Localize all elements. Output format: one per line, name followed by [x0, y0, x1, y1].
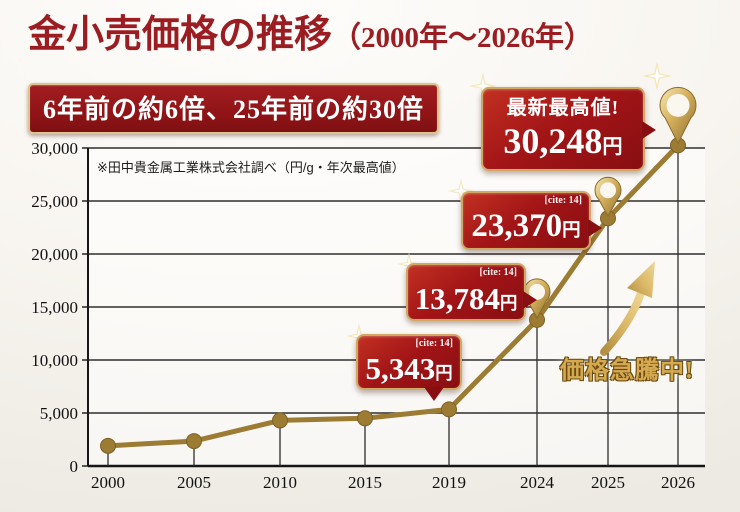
data-point-2005 [186, 433, 202, 450]
yen-unit: 円 [435, 364, 453, 383]
data-point-2010 [272, 412, 288, 429]
yen-unit: 円 [499, 294, 518, 313]
x-axis-label-2000: 2000 [91, 473, 125, 492]
page-title: 金小売価格の推移（2000年～2026年） [28, 12, 593, 60]
x-axis-label-2024: 2024 [520, 473, 555, 492]
x-axis-label-2019: 2019 [432, 473, 466, 492]
data-point-2000 [100, 437, 116, 454]
record-high-label: 最新最高値! [506, 97, 620, 119]
y-axis-label: 25,000 [31, 192, 78, 211]
y-axis-label: 0 [70, 457, 79, 476]
price-value-2024: 13,784円 [408, 283, 524, 314]
cite-tag: [cite: 14] [415, 338, 453, 349]
yen-unit: 円 [562, 220, 581, 240]
y-axis-label: 15,000 [31, 298, 78, 317]
x-axis-label-2010: 2010 [263, 473, 297, 492]
cite-tag: [cite: 14] [544, 195, 582, 206]
y-axis-label: 10,000 [31, 351, 78, 370]
price-callout-2019: [cite: 14] 5,343円 [356, 334, 462, 401]
callout-tail [523, 291, 537, 309]
sparkle-icon [647, 66, 667, 86]
callout-tail [642, 121, 656, 139]
price-callout-2024: [cite: 14] 13,784円 [406, 263, 537, 321]
pin-marker-hole [666, 93, 690, 117]
price-value-2026: 30,248円 [483, 123, 643, 159]
price-number: 30,248 [503, 121, 603, 161]
sparkle-icon [452, 182, 470, 200]
source-note: ※田中貴金属工業株式会社調べ（円/g・年次最高値） [97, 160, 405, 175]
callout-tail [588, 219, 602, 237]
x-axis-label-2026: 2026 [661, 473, 695, 492]
x-axis-label-2025: 2025 [591, 473, 625, 492]
surge-arrow-shaft [600, 286, 646, 356]
price-callout-2025: [cite: 14] 23,370円 [461, 191, 602, 250]
y-axis-label: 5,000 [40, 404, 78, 423]
yen-unit: 円 [602, 136, 623, 158]
price-number: 13,784 [414, 281, 500, 316]
title-main-text: 金小売価格の推移 [28, 14, 333, 56]
price-number: 5,343 [365, 351, 436, 386]
price-value-2025: 23,370円 [463, 210, 589, 243]
surge-arrow-head [627, 261, 655, 298]
surge-label: 価格急騰中! [560, 358, 694, 384]
multiplier-badge: 6年前の約6倍、25年前の約30倍 [28, 83, 440, 134]
pin-marker-hole [600, 182, 616, 199]
sparkle-icon [474, 77, 492, 95]
cite-tag: [cite: 14] [479, 267, 517, 278]
x-axis-label-2005: 2005 [177, 473, 211, 492]
x-axis-label-2015: 2015 [348, 473, 382, 492]
data-point-2015 [357, 410, 373, 427]
y-axis-label: 30,000 [31, 139, 78, 158]
price-number: 23,370 [471, 208, 563, 244]
data-point-2019 [441, 401, 457, 418]
title-period-text: （2000年～2026年） [332, 22, 594, 54]
price-callout-2026: 最新最高値! 30,248円 [481, 87, 656, 171]
callout-tail [424, 387, 444, 401]
price-value-2019: 5,343円 [358, 353, 460, 384]
y-axis-label: 20,000 [31, 245, 78, 264]
